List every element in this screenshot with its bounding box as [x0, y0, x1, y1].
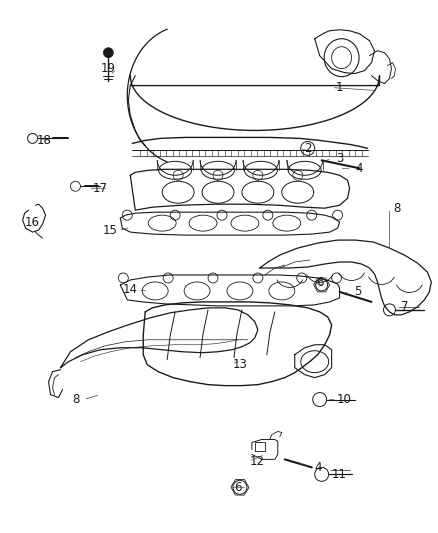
Circle shape	[103, 47, 113, 58]
Text: 5: 5	[354, 285, 361, 298]
Text: 7: 7	[401, 301, 408, 313]
Text: 6: 6	[316, 277, 323, 289]
Text: 11: 11	[332, 468, 347, 481]
Text: 3: 3	[336, 152, 343, 165]
Text: 4: 4	[356, 162, 363, 175]
Text: 1: 1	[336, 81, 343, 94]
Text: 4: 4	[314, 461, 321, 474]
Text: 18: 18	[37, 134, 52, 147]
Text: 17: 17	[93, 182, 108, 195]
Text: 2: 2	[304, 142, 311, 155]
Text: 6: 6	[234, 481, 242, 494]
Text: 13: 13	[233, 358, 247, 371]
Text: 14: 14	[123, 284, 138, 296]
Text: 15: 15	[103, 224, 118, 237]
Text: 19: 19	[101, 62, 116, 75]
Text: 16: 16	[25, 216, 40, 229]
Text: 8: 8	[394, 201, 401, 215]
Text: 12: 12	[249, 455, 265, 468]
Text: 10: 10	[337, 393, 352, 406]
Text: 8: 8	[72, 393, 79, 406]
